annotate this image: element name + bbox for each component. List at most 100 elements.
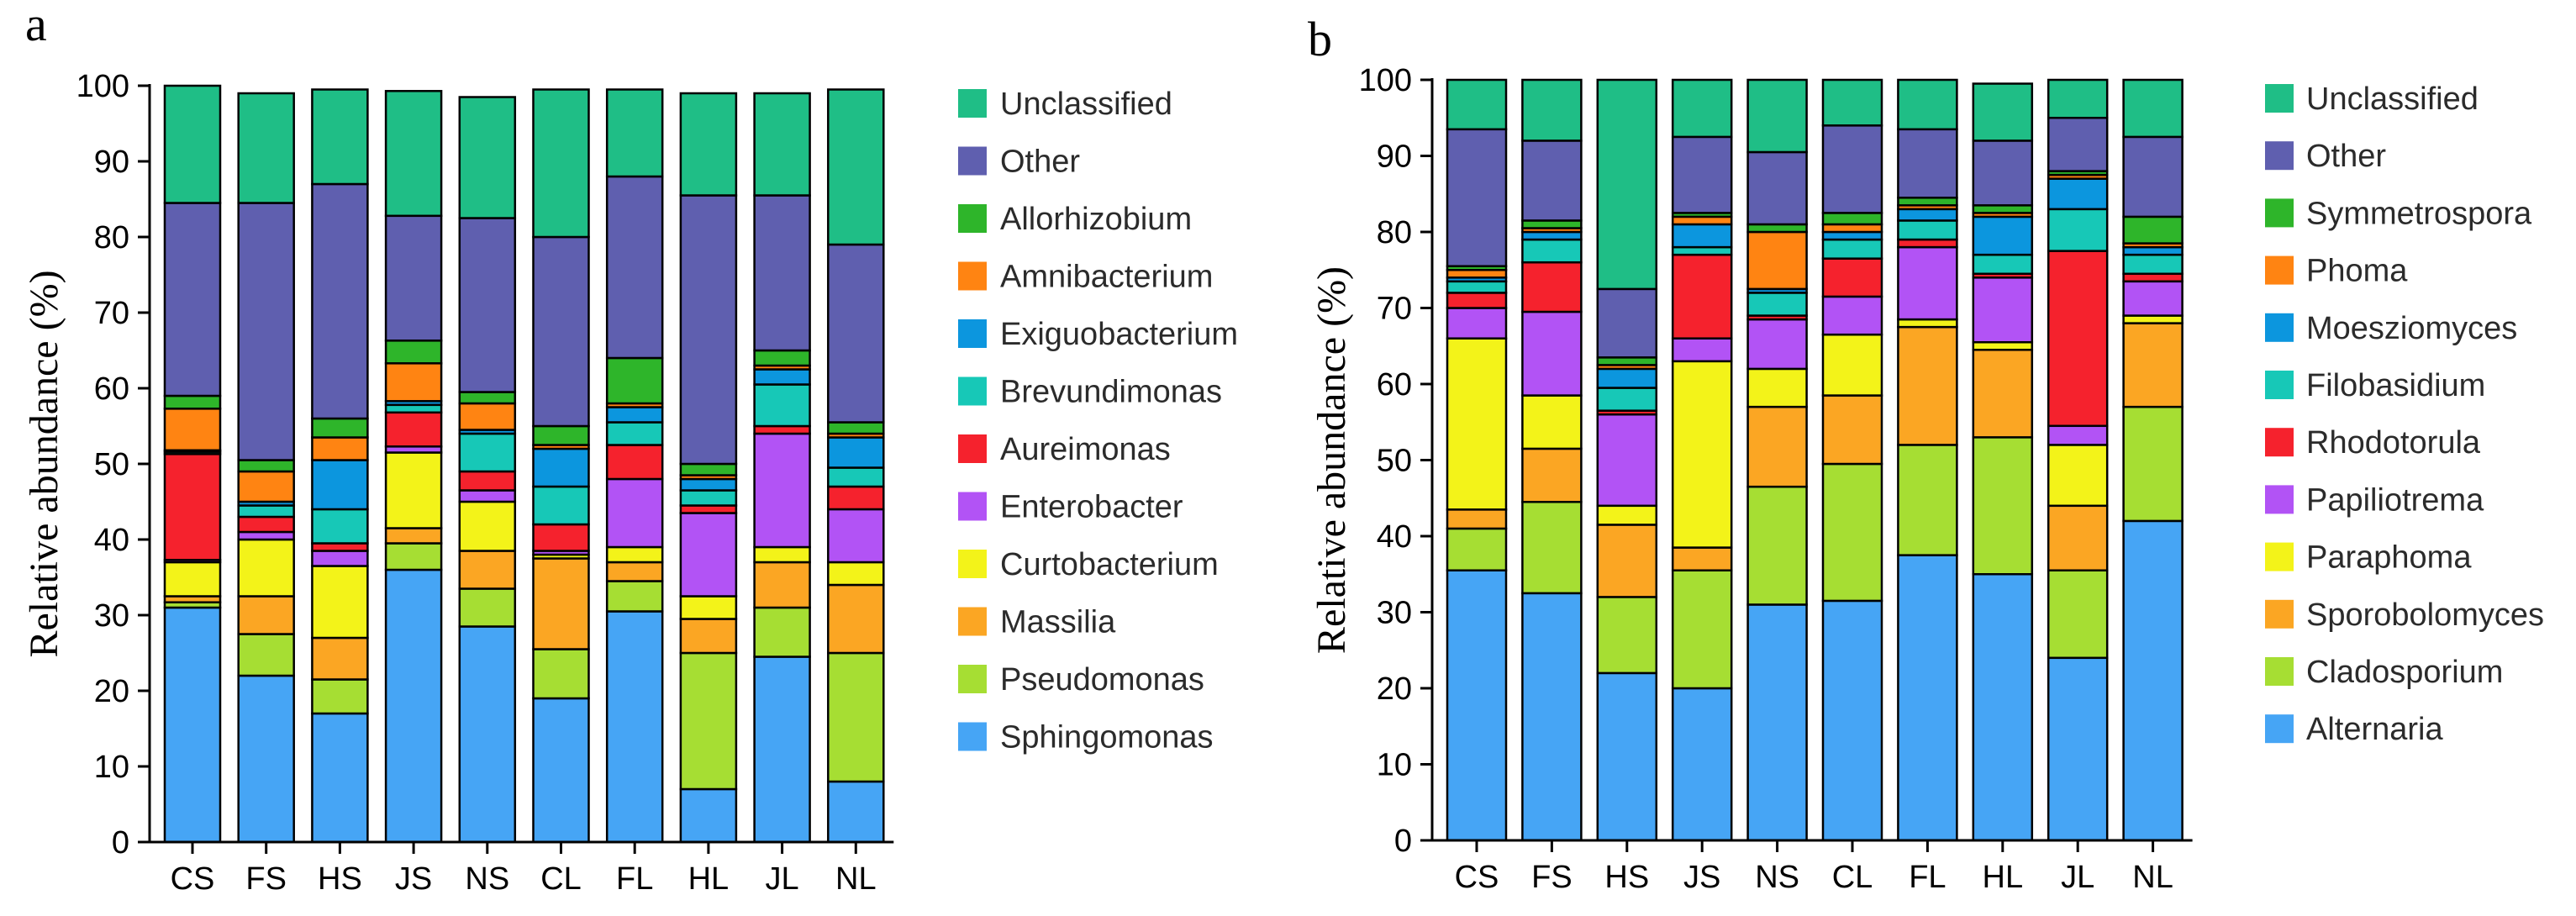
legend-swatch-massilia xyxy=(958,607,987,636)
bar-hl-unclassified xyxy=(679,92,738,197)
bar-fl-allorhizobium xyxy=(605,356,664,405)
bar-hs-massilia xyxy=(311,636,369,681)
bar-cl-sporobolomyces xyxy=(1821,394,1883,466)
bar-nl-moesziomyces xyxy=(2122,245,2184,256)
bar-js-papiliotrema xyxy=(1671,337,1733,363)
bar-js-curtobacterium xyxy=(384,451,443,529)
bar-cs-other xyxy=(1446,128,1508,267)
bar-fl-enterobacter xyxy=(605,477,664,549)
bar-hs-paraphoma xyxy=(1596,504,1658,526)
bar-hl-exiguobacterium xyxy=(679,477,738,492)
bar-hl-allorhizobium xyxy=(679,462,738,476)
bar-js-cladosporium xyxy=(1671,569,1733,690)
legend-swatch-exiguobacterium xyxy=(958,319,987,348)
legend-swatch-moesziomyces xyxy=(2265,313,2294,342)
bar-js-other xyxy=(384,214,443,342)
bar-ns-unclassified xyxy=(1746,78,1808,154)
legend-swatch-other xyxy=(2265,141,2294,171)
bar-fl-exiguobacterium xyxy=(605,406,664,424)
legend-label-other: Other xyxy=(1000,145,1080,180)
y-tick-label: 0 xyxy=(112,825,129,861)
x-tick-label: FS xyxy=(245,861,287,897)
y-tick-label: 50 xyxy=(1377,444,1412,479)
bar-hs-sphingomonas xyxy=(311,712,369,844)
y-tick-label: 40 xyxy=(1377,519,1412,555)
bar-fl-curtobacterium xyxy=(605,545,664,564)
bar-hl-other xyxy=(1972,140,2034,207)
legend-label-unclassified: Unclassified xyxy=(2306,82,2479,117)
bar-cl-other xyxy=(1821,124,1883,214)
x-tick-label: HS xyxy=(1604,860,1649,895)
x-tick-label: HL xyxy=(1983,860,2024,895)
bar-nl-symmetrospora xyxy=(2122,215,2184,245)
bar-js-alternaria xyxy=(1671,687,1733,842)
bar-hl-alternaria xyxy=(1972,573,2034,842)
bar-cs-cladosporium xyxy=(1446,527,1508,571)
bar-ns-curtobacterium xyxy=(458,500,517,552)
bar-ns-paraphoma xyxy=(1746,367,1808,408)
bar-nl-brevundimonas xyxy=(827,466,885,488)
bar-cl-phoma xyxy=(1821,223,1883,234)
bar-fs-curtobacterium xyxy=(237,538,295,598)
bar-jl-enterobacter xyxy=(753,432,811,549)
bar-ns-aureimonas xyxy=(458,470,517,492)
legend-label-filobasidium: Filobasidium xyxy=(2306,368,2485,403)
bar-nl-unclassified xyxy=(2122,78,2184,139)
bar-nl-other xyxy=(2122,135,2184,218)
y-tick-label: 90 xyxy=(94,145,129,180)
bar-hl-massilia xyxy=(679,618,738,655)
bar-fl-alternaria xyxy=(1897,554,1958,842)
legend-swatch-sphingomonas xyxy=(958,722,987,751)
x-tick-label: HS xyxy=(318,861,362,897)
y-tick-label: 10 xyxy=(94,750,129,785)
bar-nl-sporobolomyces xyxy=(2122,322,2184,408)
bar-fl-pseudomonas xyxy=(605,580,664,613)
bar-fs-brevundimonas xyxy=(237,504,295,519)
bar-jl-moesziomyces xyxy=(2047,177,2109,211)
bar-jl-alternaria xyxy=(2047,656,2109,842)
bar-cl-massilia xyxy=(532,557,590,650)
bar-hs-unclassified xyxy=(1596,78,1658,291)
bar-cl-brevundimonas xyxy=(532,485,590,526)
legend-label-curtobacterium: Curtobacterium xyxy=(1000,547,1219,582)
y-tick-label: 30 xyxy=(94,598,129,634)
legend-label-amnibacterium: Amnibacterium xyxy=(1000,260,1213,295)
legend-label-symmetrospora: Symmetrospora xyxy=(2306,196,2532,231)
legend-label-exiguobacterium: Exiguobacterium xyxy=(1000,317,1238,352)
bar-hl-cladosporium xyxy=(1972,436,2034,576)
bar-jl-filobasidium xyxy=(2047,208,2109,252)
bar-fs-rhodotorula xyxy=(1521,261,1583,313)
bar-fl-rhodotorula xyxy=(1897,238,1958,249)
bar-hs-other xyxy=(1596,287,1658,359)
bar-cs-allorhizobium xyxy=(163,394,222,410)
bar-ns-symmetrospora xyxy=(1746,223,1808,234)
bar-js-allorhizobium xyxy=(384,340,443,365)
bar-hs-papiliotrema xyxy=(1596,413,1658,508)
bar-js-brevundimonas xyxy=(384,403,443,414)
bar-cs-phoma xyxy=(1446,269,1508,279)
bar-hs-alternaria xyxy=(1596,671,1658,842)
legend-label-massilia: Massilia xyxy=(1000,605,1116,640)
bar-hs-other xyxy=(311,182,369,420)
bar-ns-phoma xyxy=(1746,230,1808,291)
x-tick-label: FS xyxy=(1531,860,1572,895)
bar-cs-alternaria xyxy=(1446,569,1508,842)
bar-jl-pseudomonas xyxy=(753,606,811,658)
bar-js-paraphoma xyxy=(1671,360,1733,549)
x-tick-label: JS xyxy=(1683,860,1720,895)
bar-ns-pseudomonas xyxy=(458,587,517,628)
legend-label-paraphoma: Paraphoma xyxy=(2306,540,2472,576)
panel-b: b Relative abundance (%) 0 10 20 30 40 50 60 70 80… xyxy=(1308,12,2544,895)
bar-cl-pseudomonas xyxy=(532,648,590,700)
x-tick-label: CS xyxy=(1455,860,1499,895)
bar-hs-moesziomyces xyxy=(1596,367,1658,389)
bar-fs-enterobacter xyxy=(237,530,295,541)
legend-label-pseudomonas: Pseudomonas xyxy=(1000,662,1204,698)
y-tick-label: 20 xyxy=(94,674,129,709)
bar-ns-other xyxy=(458,217,517,393)
bar-fs-moesziomyces xyxy=(1521,230,1583,241)
bar-hs-enterobacter xyxy=(311,550,369,567)
legend-swatch-alternaria xyxy=(2265,714,2294,744)
legend-label-sphingomonas: Sphingomonas xyxy=(1000,720,1214,755)
bar-cl-aureimonas xyxy=(532,523,590,552)
